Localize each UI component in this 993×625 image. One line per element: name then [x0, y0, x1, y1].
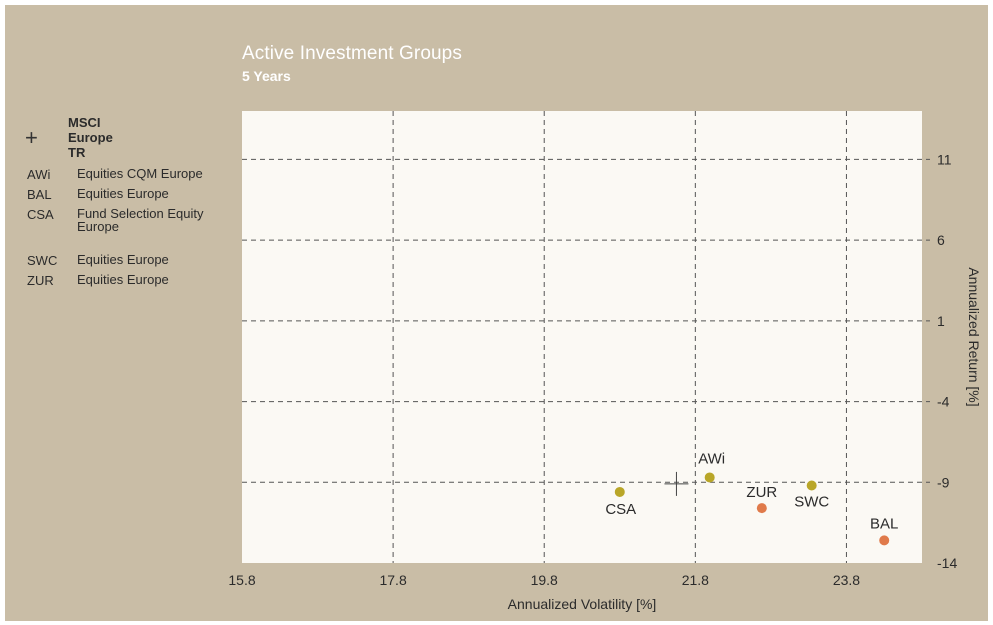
legend-desc: Fund Selection Equity Europe [77, 206, 204, 234]
x-tick-label: 23.8 [833, 572, 860, 588]
legend-item: SWC Equities Europe [27, 253, 227, 268]
y-tick-label: -4 [937, 394, 950, 410]
y-tick-label: 1 [937, 313, 945, 329]
data-point [806, 480, 817, 491]
chart-frame: Active Investment Groups 5 Years + MSCI … [5, 5, 988, 621]
data-point [614, 486, 625, 497]
legend-code: ZUR [27, 273, 54, 288]
legend-item: BAL Equities Europe [27, 187, 227, 202]
legend-code: AWi [27, 167, 51, 182]
legend-desc: Equities Europe [77, 252, 169, 267]
legend-item: CSA Fund Selection Equity Europe [27, 207, 227, 233]
data-point [756, 503, 767, 514]
legend-item: AWi Equities CQM Europe [27, 167, 227, 182]
chart-title: Active Investment Groups [242, 43, 462, 64]
legend-item: ZUR Equities Europe [27, 273, 227, 288]
x-tick-label: 19.8 [531, 572, 558, 588]
legend-code: CSA [27, 207, 54, 222]
point-label: SWC [794, 494, 829, 511]
x-tick-label: 17.8 [379, 572, 406, 588]
point-label: CSA [605, 501, 636, 518]
legend-desc: Equities CQM Europe [77, 166, 203, 181]
y-axis-title: Annualized Return [%] [966, 267, 982, 406]
y-tick-label: 11 [937, 151, 952, 167]
chart-subtitle: 5 Years [242, 68, 291, 84]
legend-code: BAL [27, 187, 52, 202]
point-label: BAL [870, 515, 898, 532]
legend-code: SWC [27, 253, 58, 268]
x-tick-label: 15.8 [228, 572, 255, 588]
point-label: ZUR [746, 484, 777, 501]
y-tick-label: -14 [937, 555, 957, 571]
y-tick-label: -9 [937, 474, 950, 490]
point-label: AWi [698, 450, 725, 467]
legend-benchmark: + MSCI Europe TR [25, 115, 126, 160]
plus-icon: + [25, 124, 38, 150]
x-tick-label: 21.8 [682, 572, 709, 588]
data-point [879, 535, 890, 546]
y-tick-label: 6 [937, 232, 945, 248]
scatter-chart: 15.8 17.8 19.8 21.8 23.8 11 6 1 -4 -9 -14 Annualize… [228, 111, 982, 612]
legend-benchmark-label: MSCI Europe TR [68, 115, 113, 160]
legend-desc: Equities Europe [77, 272, 169, 287]
data-point [704, 472, 715, 483]
x-axis-title: Annualized Volatility [%] [508, 596, 657, 612]
legend-desc: Equities Europe [77, 186, 169, 201]
